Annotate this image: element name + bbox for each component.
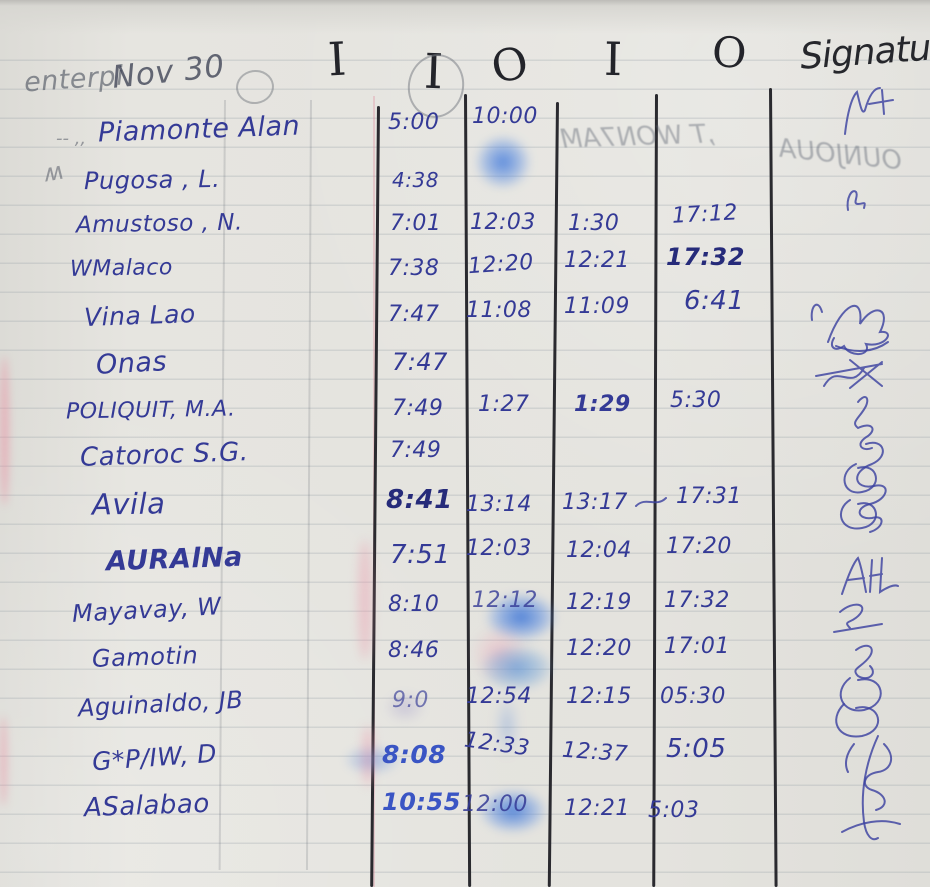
time-cell: 7:47 <box>388 302 440 327</box>
time-cell: 5:03 <box>648 798 700 823</box>
time-cell: 12:54 <box>466 684 532 709</box>
time-cell: 12:21 <box>564 796 630 821</box>
time-cell: 12:19 <box>566 590 632 615</box>
signature-scribble <box>846 190 866 211</box>
time-cell: 17:01 <box>664 634 730 659</box>
signature-scribble <box>844 87 881 135</box>
time-cell: 12:20 <box>566 636 632 661</box>
ink-blot <box>478 788 548 834</box>
signature-scribble <box>840 499 877 530</box>
ink-blot <box>474 134 532 190</box>
time-cell: 11:09 <box>564 294 630 319</box>
time-cell: 9:0 <box>392 688 429 713</box>
time-cell: 8:08 <box>382 740 447 769</box>
time-cell: 4:38 <box>392 168 439 192</box>
time-cell: 1:27 <box>478 392 530 417</box>
time-cell: 17:20 <box>666 534 732 559</box>
signature-scribble <box>854 396 874 450</box>
time-cell: 6:41 <box>684 286 745 316</box>
time-cell: 5:30 <box>670 388 722 413</box>
signature-scribble <box>839 677 882 712</box>
signature-scribble <box>835 341 889 352</box>
signature-scribble <box>845 743 855 773</box>
pink-stain <box>362 726 374 786</box>
signature-scribble <box>868 89 894 115</box>
ink-blot <box>497 694 517 758</box>
time-cell: 17:32 <box>666 243 745 271</box>
time-cell: 12:15 <box>566 684 632 709</box>
time-cell: 10:55 <box>382 788 461 816</box>
signature-scribble <box>863 743 893 811</box>
time-cell: 8:10 <box>388 592 440 617</box>
signature-scribble <box>815 359 883 389</box>
time-cell: 17:32 <box>664 588 730 613</box>
time-cell: 7:38 <box>388 256 440 281</box>
time-cell: 12:21 <box>564 248 630 273</box>
time-cell: 12:03 <box>466 536 532 561</box>
time-cell: 1:29 <box>574 392 631 417</box>
time-cell: 13:17 <box>562 490 628 515</box>
time-cell: 12:00 <box>462 792 528 817</box>
time-cell: 12:04 <box>566 538 632 563</box>
time-cell: 5:00 <box>388 110 440 135</box>
time-cell: 8:46 <box>388 638 440 663</box>
time-cell: 05:30 <box>660 684 726 709</box>
time-cell: 12:03 <box>470 210 536 235</box>
time-cell: 17:31 <box>676 484 742 509</box>
pink-stain <box>0 356 9 506</box>
time-cell: 10:00 <box>472 104 538 129</box>
time-cell: 7:01 <box>390 211 442 236</box>
signature-scribble <box>835 703 880 738</box>
ink-blot <box>342 744 402 776</box>
pink-stain <box>0 716 7 806</box>
time-cell: 7:49 <box>390 438 442 463</box>
time-cell: 13:14 <box>466 492 532 517</box>
signature-scribble <box>810 303 889 355</box>
signature-scribble <box>833 603 883 633</box>
time-cell: 7:47 <box>392 348 448 376</box>
time-cell: 11:08 <box>466 298 532 323</box>
time-cell: 1:30 <box>568 211 620 236</box>
ink-blot <box>484 592 558 642</box>
signature-scribble <box>854 644 874 680</box>
ink-blot <box>383 690 427 724</box>
time-cell: 12:12 <box>472 588 538 613</box>
signature-scribble <box>861 735 879 841</box>
time-cell: 8:41 <box>386 485 453 515</box>
signature-scribble <box>841 556 899 595</box>
time-cell: 7:51 <box>390 540 451 570</box>
signature-scribble <box>843 463 877 494</box>
ink-blot <box>479 644 555 692</box>
time-cell: 7:49 <box>392 396 444 421</box>
time-cell: 5:05 <box>666 734 727 764</box>
pink-stain <box>358 540 372 660</box>
pencil-mark: -- ,, <box>56 128 87 149</box>
signature-scribble <box>841 820 901 833</box>
ink-squiggle <box>635 497 667 507</box>
